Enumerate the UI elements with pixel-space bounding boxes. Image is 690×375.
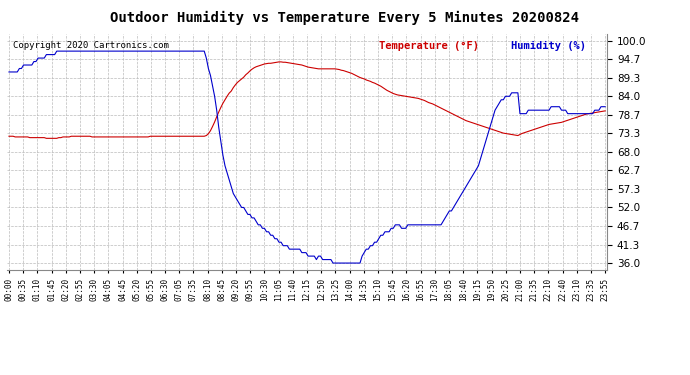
Text: Outdoor Humidity vs Temperature Every 5 Minutes 20200824: Outdoor Humidity vs Temperature Every 5 … (110, 11, 580, 26)
Text: Temperature (°F): Temperature (°F) (379, 41, 479, 51)
Text: Humidity (%): Humidity (%) (511, 41, 586, 51)
Text: Copyright 2020 Cartronics.com: Copyright 2020 Cartronics.com (13, 41, 169, 50)
